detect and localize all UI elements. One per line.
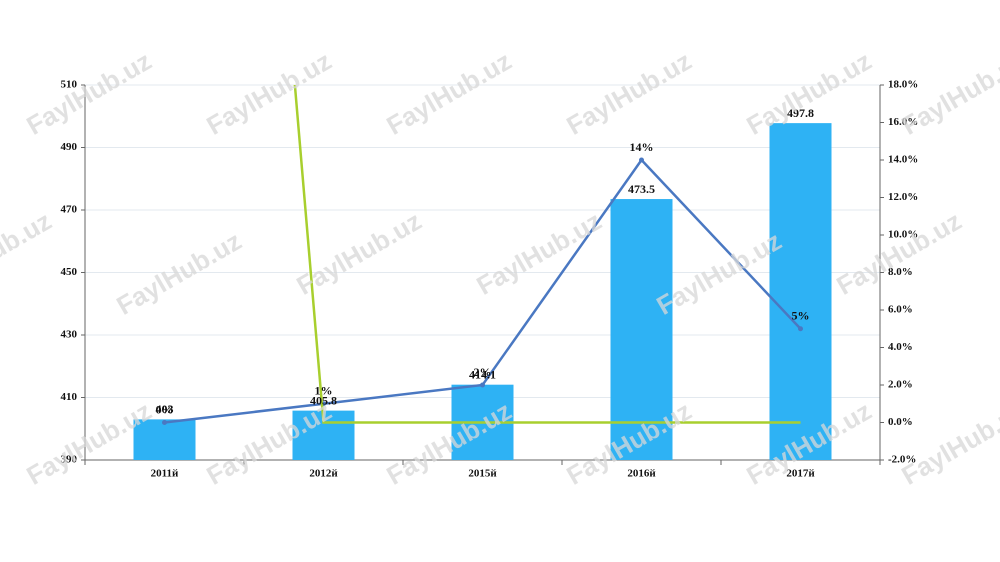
watermarks: FaylHub.uz FaylHub.uz FaylHub.uz FaylHub.uz… [0, 46, 1000, 491]
x-tick-label: 2011й [151, 468, 179, 480]
watermark: FaylHub.uz [111, 226, 246, 321]
y2-tick-label: 18.0% [888, 79, 918, 91]
y-tick-label: 490 [61, 141, 78, 153]
watermark: FaylHub.uz [291, 206, 426, 301]
data-label: 414.1 [469, 367, 496, 381]
labels: 390 410 430 450 470 490 510 -2.0% 0.0% 2.0% 4.0% 6.… [61, 79, 919, 480]
data-label: 14% [630, 140, 654, 154]
data-label: 2% [474, 365, 492, 379]
watermark: FaylHub.uz [21, 46, 156, 141]
y-tick-label: 410 [61, 391, 78, 403]
y2-tick-label: 4.0% [888, 341, 913, 353]
y2-tick-label: 0.0% [888, 416, 913, 428]
y-tick-label: 510 [61, 79, 78, 91]
x-tick-label: 2016й [627, 468, 656, 480]
watermark: FaylHub.uz [831, 206, 966, 301]
watermark: FaylHub.uz [381, 46, 516, 141]
y2-tick-label: 6.0% [888, 304, 913, 316]
data-label: 497.8 [787, 106, 814, 120]
y2-tick-label: 14.0% [888, 154, 918, 166]
line-point [639, 157, 644, 163]
line-point [798, 326, 803, 332]
data-label: 403 [156, 402, 174, 416]
data-label: 0% [156, 402, 174, 416]
data-label: 473.5 [628, 182, 655, 196]
y-tick-label: 430 [61, 329, 78, 341]
watermark: FaylHub.uz [471, 206, 606, 301]
watermark: FaylHub.uz [896, 46, 1000, 141]
data-label: 1% [315, 384, 333, 398]
y2-tick-label: 16.0% [888, 116, 918, 128]
bar [610, 199, 673, 460]
x-tick-label: 2017й [786, 468, 815, 480]
y-tick-label: 390 [61, 454, 78, 466]
y2-tick-label: 12.0% [888, 191, 918, 203]
line [293, 85, 801, 424]
data-label: 405.8 [310, 393, 337, 407]
bar [133, 419, 196, 460]
data-label: 5% [792, 309, 810, 323]
y2-tick-label: 10.0% [888, 229, 918, 241]
line-point [162, 420, 167, 425]
watermark: FaylHub.uz [896, 396, 1000, 491]
y2-tick-label: -2.0% [888, 454, 916, 466]
y2-tick-label: 8.0% [888, 266, 913, 278]
x-tick-label: 2015й [468, 468, 497, 480]
y2-tick-label: 2.0% [888, 379, 913, 391]
y-tick-label: 450 [61, 266, 78, 278]
watermark: FaylHub.uz [561, 46, 696, 141]
y-tick-label: 470 [61, 204, 78, 216]
watermark: FaylHub.uz [201, 46, 336, 141]
grid [81, 84, 884, 465]
plot-area [133, 85, 832, 460]
bar [769, 123, 832, 460]
line-point [480, 382, 485, 388]
watermark: FaylHub.uz [0, 206, 56, 301]
x-tick-label: 2012й [309, 468, 338, 480]
